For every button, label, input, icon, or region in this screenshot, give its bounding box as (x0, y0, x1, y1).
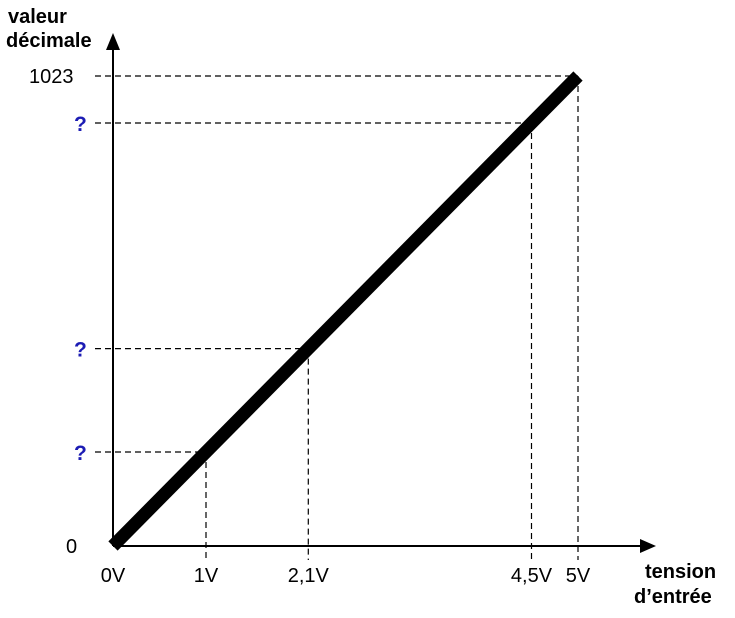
x-axis-label-line2: d’entrée (634, 586, 712, 608)
x-tick-label: 0V (101, 565, 126, 587)
unknown-value-label: ? (74, 339, 87, 362)
x-tick-label: 2,1V (288, 565, 330, 587)
y-tick-label: 0 (66, 536, 77, 558)
y-tick-label: 1023 (29, 66, 74, 88)
y-axis-arrow (106, 33, 120, 50)
tick-labels: 0V 1V 2,1V 4,5V 5V 0 1023??? (29, 66, 591, 587)
x-tick-label: 5V (566, 565, 591, 587)
series-layer (108, 71, 583, 551)
series-line (108, 71, 583, 551)
x-axis-arrow (640, 539, 656, 553)
x-tick-label: 1V (194, 565, 219, 587)
guide-lines (95, 75, 579, 560)
y-axis-label-line2: décimale (6, 30, 92, 52)
unknown-value-label: ? (74, 113, 87, 136)
x-axis-label-line1: tension (645, 561, 716, 583)
unknown-value-label: ? (74, 442, 87, 465)
x-tick-label: 4,5V (511, 565, 553, 587)
y-axis-label-line1: valeur (8, 6, 67, 28)
